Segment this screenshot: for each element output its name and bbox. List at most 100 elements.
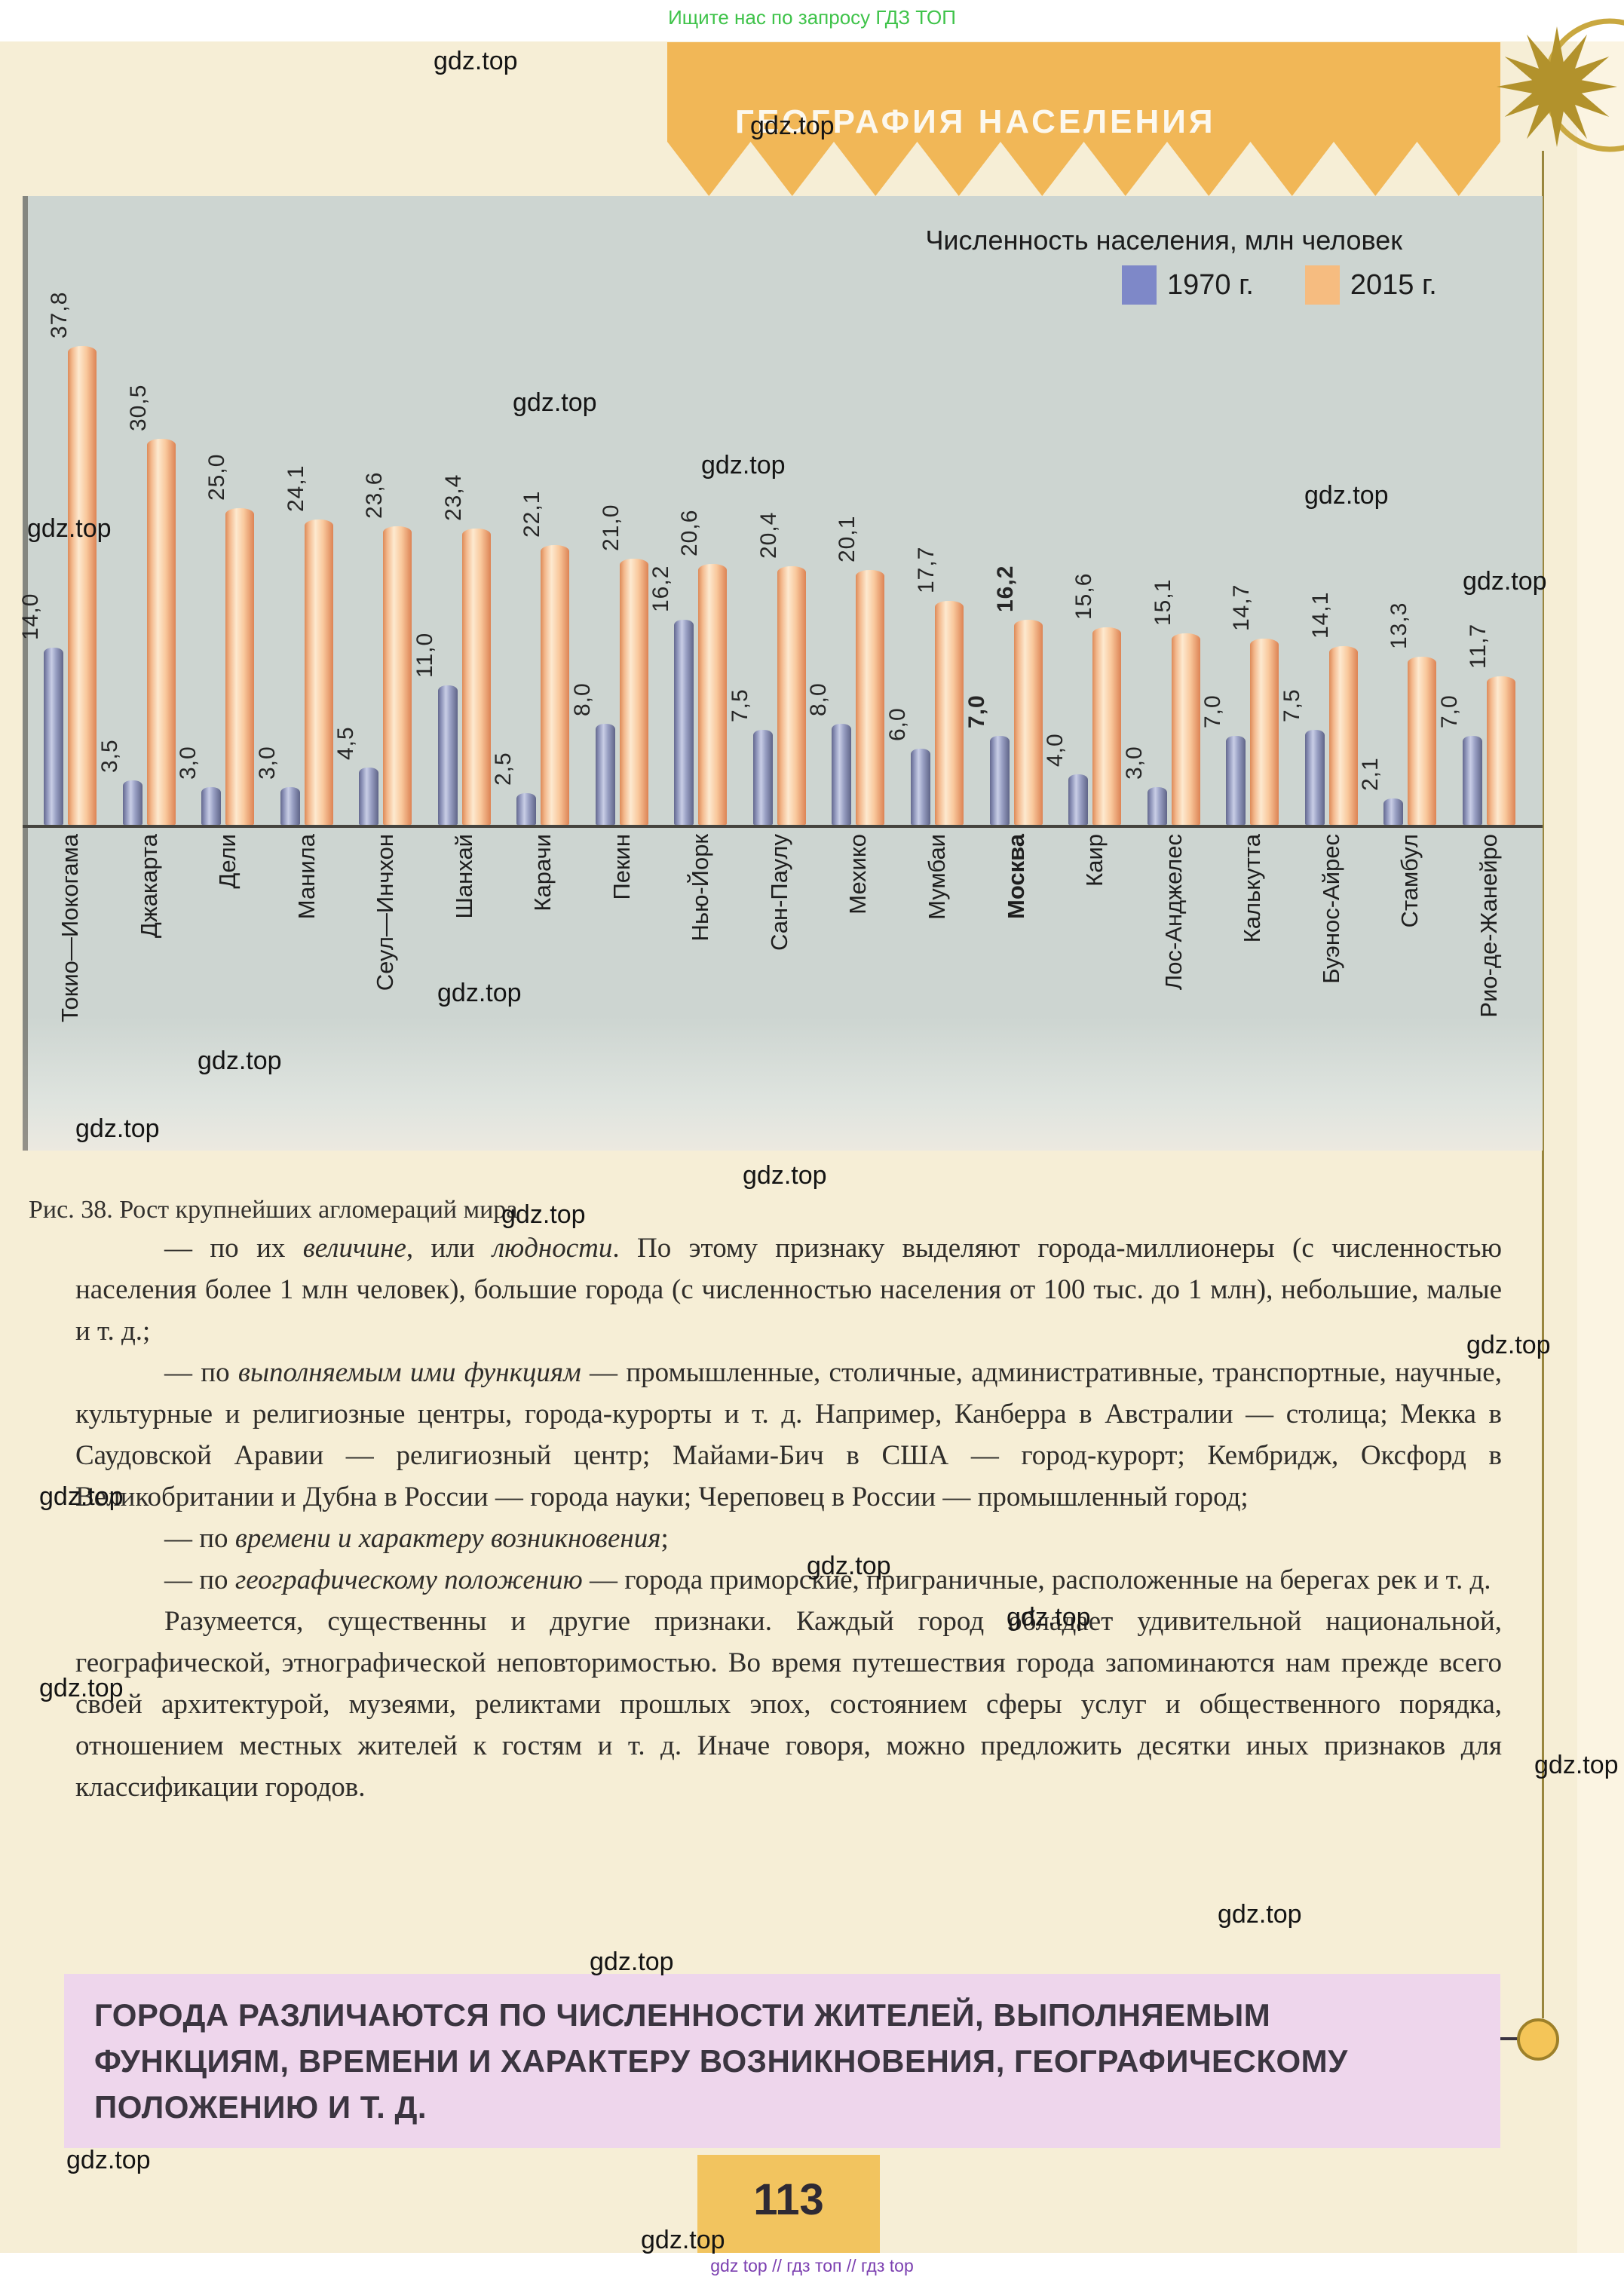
bar-value-label: 15,6	[1071, 572, 1097, 620]
page-edge	[1577, 41, 1624, 2253]
bar-1970-Мехико	[832, 724, 852, 825]
paragraph: — по выполняемым ими функциям — промышле…	[75, 1352, 1502, 1518]
watermark: gdz.top	[1534, 1751, 1619, 1779]
paragraph: Разумеется, существенны и другие признак…	[75, 1601, 1502, 1808]
legend-label-1970: 1970 г.	[1167, 268, 1254, 301]
bar-group: 7,5 14,1	[1279, 196, 1358, 825]
x-axis-label: Манила	[293, 834, 320, 920]
bar-value-label: 30,5	[125, 384, 151, 431]
watermark: gdz.top	[1466, 1331, 1551, 1359]
emphasis-text: времени и характеру возникновения	[234, 1523, 661, 1554]
emphasis-text: выполняемым ими функциям	[237, 1357, 581, 1388]
decor-vertical-line	[1542, 151, 1544, 2018]
paragraph: — по географическому положению — города …	[75, 1559, 1502, 1601]
x-axis-line	[23, 825, 1543, 828]
watermark: gdz.top	[641, 2226, 725, 2254]
x-axis-label: Москва	[1002, 834, 1029, 919]
bar-group: 8,0 21,0	[570, 196, 648, 825]
x-axis-label: Дели	[214, 834, 241, 889]
watermark: gdz.top	[743, 1161, 827, 1190]
watermark: gdz.top	[1007, 1603, 1091, 1632]
banner-shape-icon	[667, 42, 1500, 196]
watermark: gdz.top	[39, 1674, 124, 1702]
bar-value-label: 11,7	[1465, 623, 1491, 669]
bar-value-label: 7,5	[727, 688, 752, 722]
bar-2015-Каир	[1092, 627, 1122, 825]
x-axis-label: Мумбаи	[924, 834, 951, 920]
key-box-text: ГОРОДА РАЗЛИЧАЮТСЯ ПО ЧИСЛЕННОСТИ ЖИТЕЛЕ…	[94, 1997, 1348, 2125]
bar-value-label: 3,0	[254, 746, 280, 780]
header-banner	[667, 42, 1500, 201]
x-axis-label: Калькутта	[1239, 834, 1266, 943]
legend-label-2015: 2015 г.	[1350, 268, 1437, 301]
chart-title: Численность населения, млн человек	[925, 225, 1402, 256]
top-bar: Ищите нас по запросу ГДЗ ТОП	[0, 0, 1624, 41]
bar-2015-Стамбул	[1408, 657, 1437, 825]
plot-area: 14,0 37,8 3,5 30,5 3,0 25,0 3,0 24,1 4,5 23,6 11,0…	[18, 196, 1515, 825]
bar-1970-Карачи	[516, 793, 537, 825]
watermark: gdz.top	[807, 1552, 891, 1580]
watermark: gdz.top	[1218, 1900, 1302, 1929]
bar-value-label: 8,0	[806, 682, 832, 716]
top-notice: Ищите нас по запросу ГДЗ ТОП	[668, 6, 956, 29]
bar-group: 3,0 25,0	[176, 196, 255, 825]
bar-group: 6,0 17,7	[885, 196, 964, 825]
bar-value-label: 24,1	[283, 464, 308, 512]
emphasis-text: людности	[492, 1233, 613, 1264]
bar-2015-Сеул—Инчхон	[383, 526, 412, 825]
watermark: gdz.top	[27, 514, 112, 543]
bar-group: 4,5 23,6	[333, 196, 412, 825]
x-axis-label: Джакарта	[135, 834, 162, 939]
text-segment: Разумеется, существенны и другие признак…	[75, 1606, 1502, 1803]
watermark: gdz.top	[1304, 481, 1389, 510]
bar-1970-Нью-Йорк	[674, 620, 694, 825]
bar-value-label: 37,8	[47, 291, 72, 339]
watermark: gdz.top	[198, 1047, 282, 1075]
bar-group: 8,0 20,1	[806, 196, 885, 825]
bar-value-label: 20,6	[677, 509, 703, 556]
panel-edge	[23, 196, 28, 1151]
bar-value-label: 23,4	[440, 473, 466, 521]
bar-2015-Калькутта	[1250, 639, 1279, 825]
bar-2015-Шанхай	[461, 529, 491, 825]
paper: ГЕОГРАФИЯ НАСЕЛЕНИЯ Численность населени…	[0, 18, 1624, 2253]
bottom-bar: gdz top // гдз топ // гдз top	[0, 2253, 1624, 2280]
page-number-tab: 113	[697, 2155, 880, 2253]
watermark: gdz.top	[501, 1200, 586, 1229]
bar-value-label: 20,1	[835, 515, 860, 562]
watermark: gdz.top	[513, 388, 597, 417]
page-number: 113	[753, 2175, 824, 2224]
watermark: gdz.top	[434, 47, 518, 75]
bar-group: 2,1 13,3	[1358, 196, 1437, 825]
bar-group: 3,0 15,1	[1122, 196, 1200, 825]
bar-value-label: 16,2	[648, 565, 674, 612]
legend-swatch-2015	[1304, 265, 1340, 305]
figure-caption: Рис. 38. Рост крупнейших агломераций мир…	[29, 1196, 518, 1224]
bar-1970-Дели	[201, 787, 222, 825]
bar-2015-Джакарта	[146, 439, 176, 825]
bar-2015-Буэнос-Айрес	[1328, 646, 1358, 825]
bar-value-label: 22,1	[519, 490, 545, 538]
bar-value-label: 21,0	[598, 504, 624, 551]
bar-group: 7,0 11,7	[1437, 196, 1515, 825]
bar-2015-Лос-Анджелес	[1171, 633, 1200, 825]
bar-1970-Шанхай	[437, 685, 458, 825]
bar-value-label: 4,0	[1043, 733, 1068, 767]
bar-value-label: 14,1	[1307, 591, 1333, 639]
bar-value-label: 7,5	[1279, 688, 1304, 722]
bar-2015-Токио—Иокогама	[68, 346, 97, 825]
bar-1970-Лос-Анджелес	[1147, 787, 1167, 825]
bar-2015-Карачи	[541, 545, 570, 825]
bar-value-label: 25,0	[204, 453, 230, 501]
bar-2015-Манила	[304, 519, 333, 825]
bar-value-label: 3,5	[97, 739, 122, 773]
emphasis-text: величине	[302, 1233, 406, 1264]
text-segment: — по	[164, 1357, 238, 1388]
bar-group: 3,5 30,5	[97, 196, 176, 825]
decor-circle	[1517, 2018, 1559, 2061]
bar-1970-Джакарта	[122, 780, 142, 825]
x-axis-label: Стамбул	[1396, 834, 1423, 928]
page-title: ГЕОГРАФИЯ НАСЕЛЕНИЯ	[735, 103, 1216, 140]
bar-2015-Пекин	[619, 559, 648, 825]
